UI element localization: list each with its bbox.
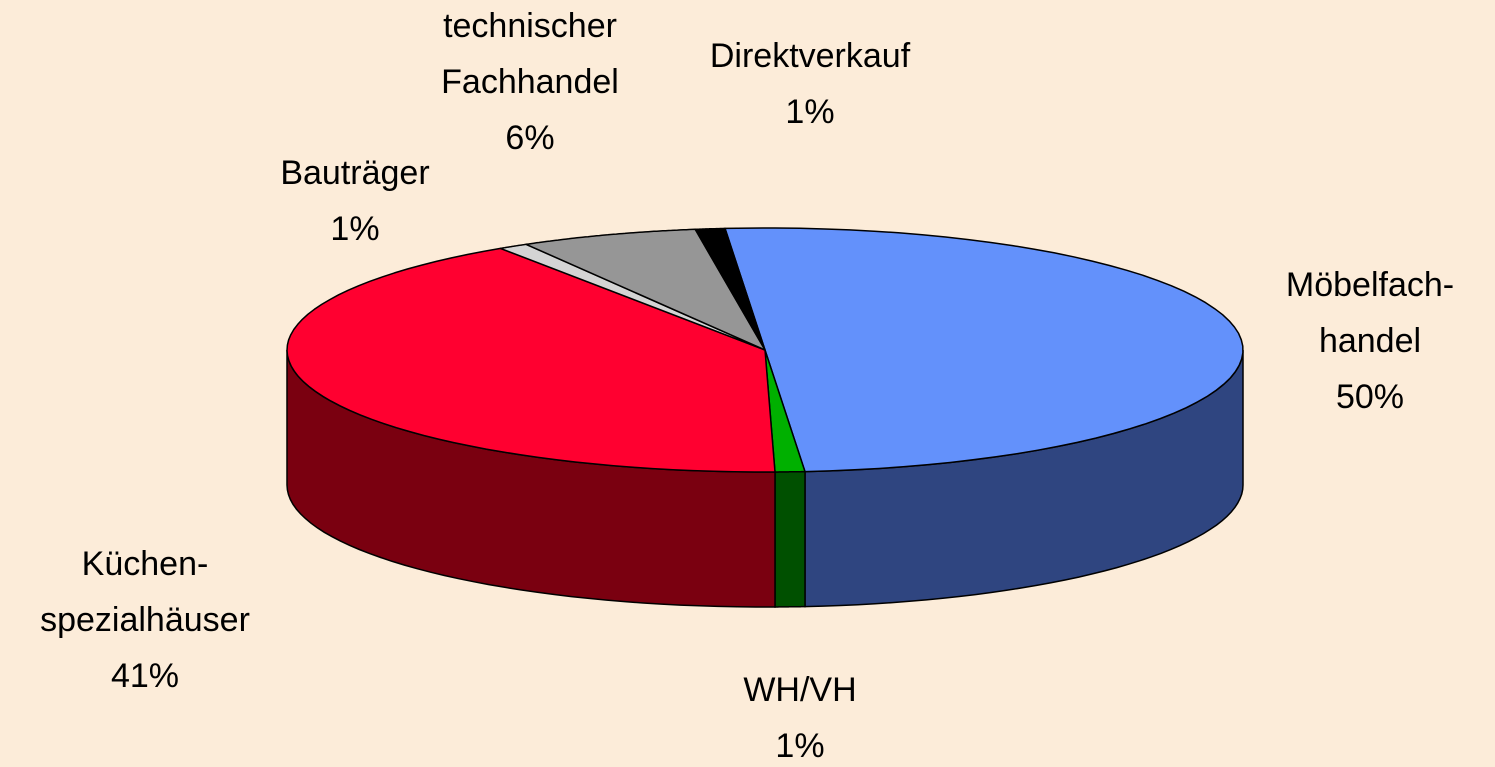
slice-label: Bauträger xyxy=(280,154,429,192)
slice-label: Möbelfach-handel xyxy=(1286,266,1454,360)
slice-value-label: 1% xyxy=(330,210,379,248)
slice-side xyxy=(774,470,806,608)
slice-value-label: 41% xyxy=(111,657,179,695)
slice-value-label: 1% xyxy=(775,727,824,765)
slice xyxy=(724,227,1244,473)
slice-label: Küchen-spezialhäuser xyxy=(40,545,250,639)
slice xyxy=(499,243,766,351)
slice xyxy=(694,227,766,351)
slice-label: Direktverkauf xyxy=(710,37,911,75)
slice xyxy=(286,247,776,473)
slice-value-label: 1% xyxy=(785,93,834,131)
slice-label: technischer Fachhandel xyxy=(441,7,619,101)
slice-value-label: 50% xyxy=(1336,378,1404,416)
slice-value-label: 6% xyxy=(505,119,554,157)
slice xyxy=(764,349,806,473)
slice-label: WH/VH xyxy=(743,671,856,709)
slice xyxy=(525,228,766,351)
